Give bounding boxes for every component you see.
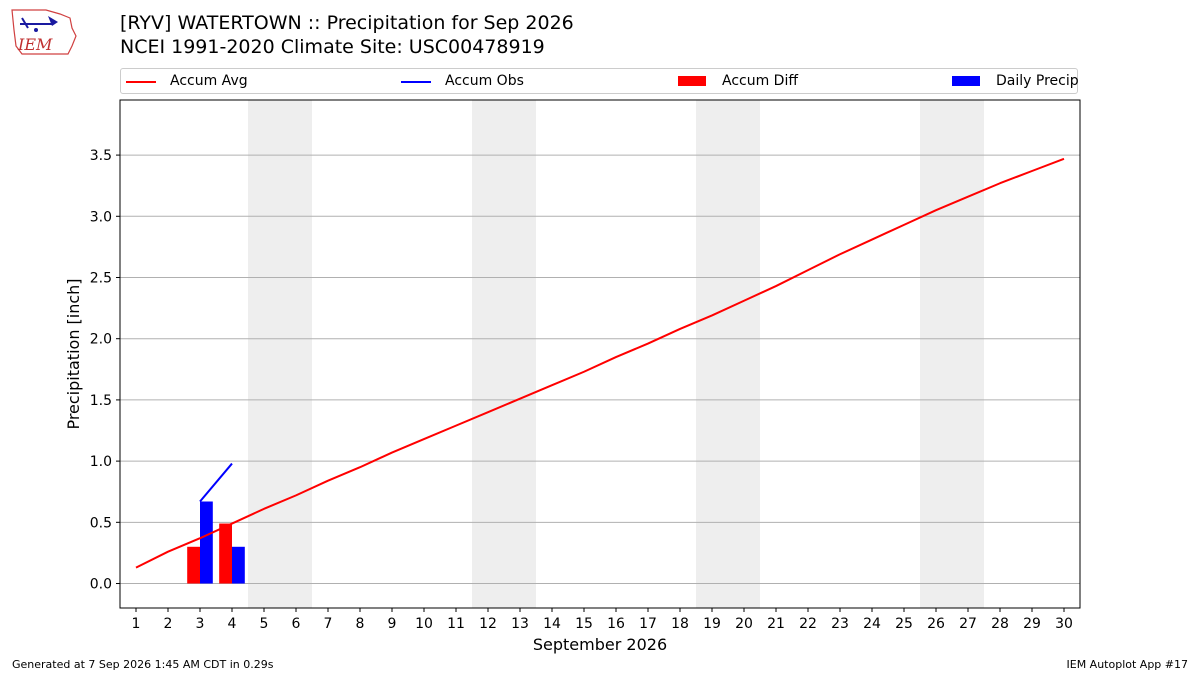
line-accum-obs — [199, 462, 233, 503]
x-tick-label-28: 28 — [991, 616, 1009, 632]
x-tick-label-26: 26 — [927, 616, 945, 632]
x-tick-label-20: 20 — [735, 616, 753, 632]
x-tick-label-11: 11 — [447, 616, 465, 632]
x-tick-label-6: 6 — [292, 616, 301, 632]
y-tick-label-4: 2.0 — [90, 332, 112, 348]
legend-label-accum-avg: Accum Avg — [170, 73, 248, 89]
x-tick-label-23: 23 — [831, 616, 849, 632]
footer-generated: Generated at 7 Sep 2026 1:45 AM CDT in 0… — [12, 658, 274, 671]
bar-accum-diff-day-4 — [219, 523, 232, 584]
legend-swatch-accum-avg — [126, 81, 156, 83]
legend-label-accum-obs: Accum Obs — [445, 73, 524, 89]
bar-daily-precip-day-3 — [200, 501, 213, 584]
x-tick-label-5: 5 — [260, 616, 269, 632]
x-tick-label-25: 25 — [895, 616, 913, 632]
x-tick-label-2: 2 — [164, 616, 173, 632]
weekend-band-2 — [472, 100, 536, 608]
weekend-band-3 — [696, 100, 760, 608]
legend-swatch-accum-obs — [401, 81, 431, 83]
y-tick-label-2: 1.0 — [90, 454, 112, 470]
y-tick-label-5: 2.5 — [90, 270, 112, 286]
weekend-band-4 — [920, 100, 984, 608]
bar-daily-precip-day-4 — [232, 546, 245, 584]
line-accum-avg — [135, 157, 1065, 569]
x-tick-label-1: 1 — [132, 616, 141, 632]
y-tick-label-0: 0.0 — [90, 577, 112, 593]
x-tick-label-22: 22 — [799, 616, 817, 632]
x-tick-label-27: 27 — [959, 616, 977, 632]
x-tick-label-13: 13 — [511, 616, 529, 632]
x-tick-label-14: 14 — [543, 616, 561, 632]
legend-label-accum-diff: Accum Diff — [722, 73, 799, 89]
x-tick-label-9: 9 — [388, 616, 397, 632]
x-tick-label-24: 24 — [863, 616, 881, 632]
legend-swatch-daily-precip — [952, 76, 980, 86]
x-tick-label-17: 17 — [639, 616, 657, 632]
bar-accum-diff-day-3 — [187, 546, 200, 584]
y-axis-label: Precipitation [inch] — [64, 278, 83, 429]
y-tick-label-7: 3.5 — [90, 148, 112, 164]
chart-subtitle: NCEI 1991-2020 Climate Site: USC00478919 — [120, 36, 545, 58]
svg-text:IEM: IEM — [17, 35, 53, 54]
x-tick-label-3: 3 — [196, 616, 205, 632]
legend: Accum Avg Accum Obs Accum Diff Daily Pre… — [120, 68, 1079, 94]
x-tick-label-30: 30 — [1055, 616, 1073, 632]
plot-frame — [119, 99, 1081, 609]
footer-app: IEM Autoplot App #17 — [1066, 658, 1189, 671]
x-tick-label-19: 19 — [703, 616, 721, 632]
iem-logo: IEM — [11, 9, 77, 55]
x-tick-label-7: 7 — [324, 616, 333, 632]
weekend-band-1 — [248, 100, 312, 608]
x-tick-label-12: 12 — [479, 616, 497, 632]
x-tick-label-15: 15 — [575, 616, 593, 632]
legend-label-daily-precip: Daily Precip — [996, 73, 1079, 89]
x-tick-label-16: 16 — [607, 616, 625, 632]
x-tick-label-10: 10 — [415, 616, 433, 632]
chart-title: [RYV] WATERTOWN :: Precipitation for Sep… — [120, 12, 574, 34]
x-tick-label-4: 4 — [228, 616, 237, 632]
y-tick-label-1: 0.5 — [90, 515, 112, 531]
x-tick-label-18: 18 — [671, 616, 689, 632]
x-tick-label-8: 8 — [356, 616, 365, 632]
x-tick-label-29: 29 — [1023, 616, 1041, 632]
y-tick-label-6: 3.0 — [90, 209, 112, 225]
y-tick-label-3: 1.5 — [90, 393, 112, 409]
x-axis-label: September 2026 — [533, 635, 667, 654]
legend-swatch-accum-diff — [678, 76, 706, 86]
x-tick-label-21: 21 — [767, 616, 785, 632]
